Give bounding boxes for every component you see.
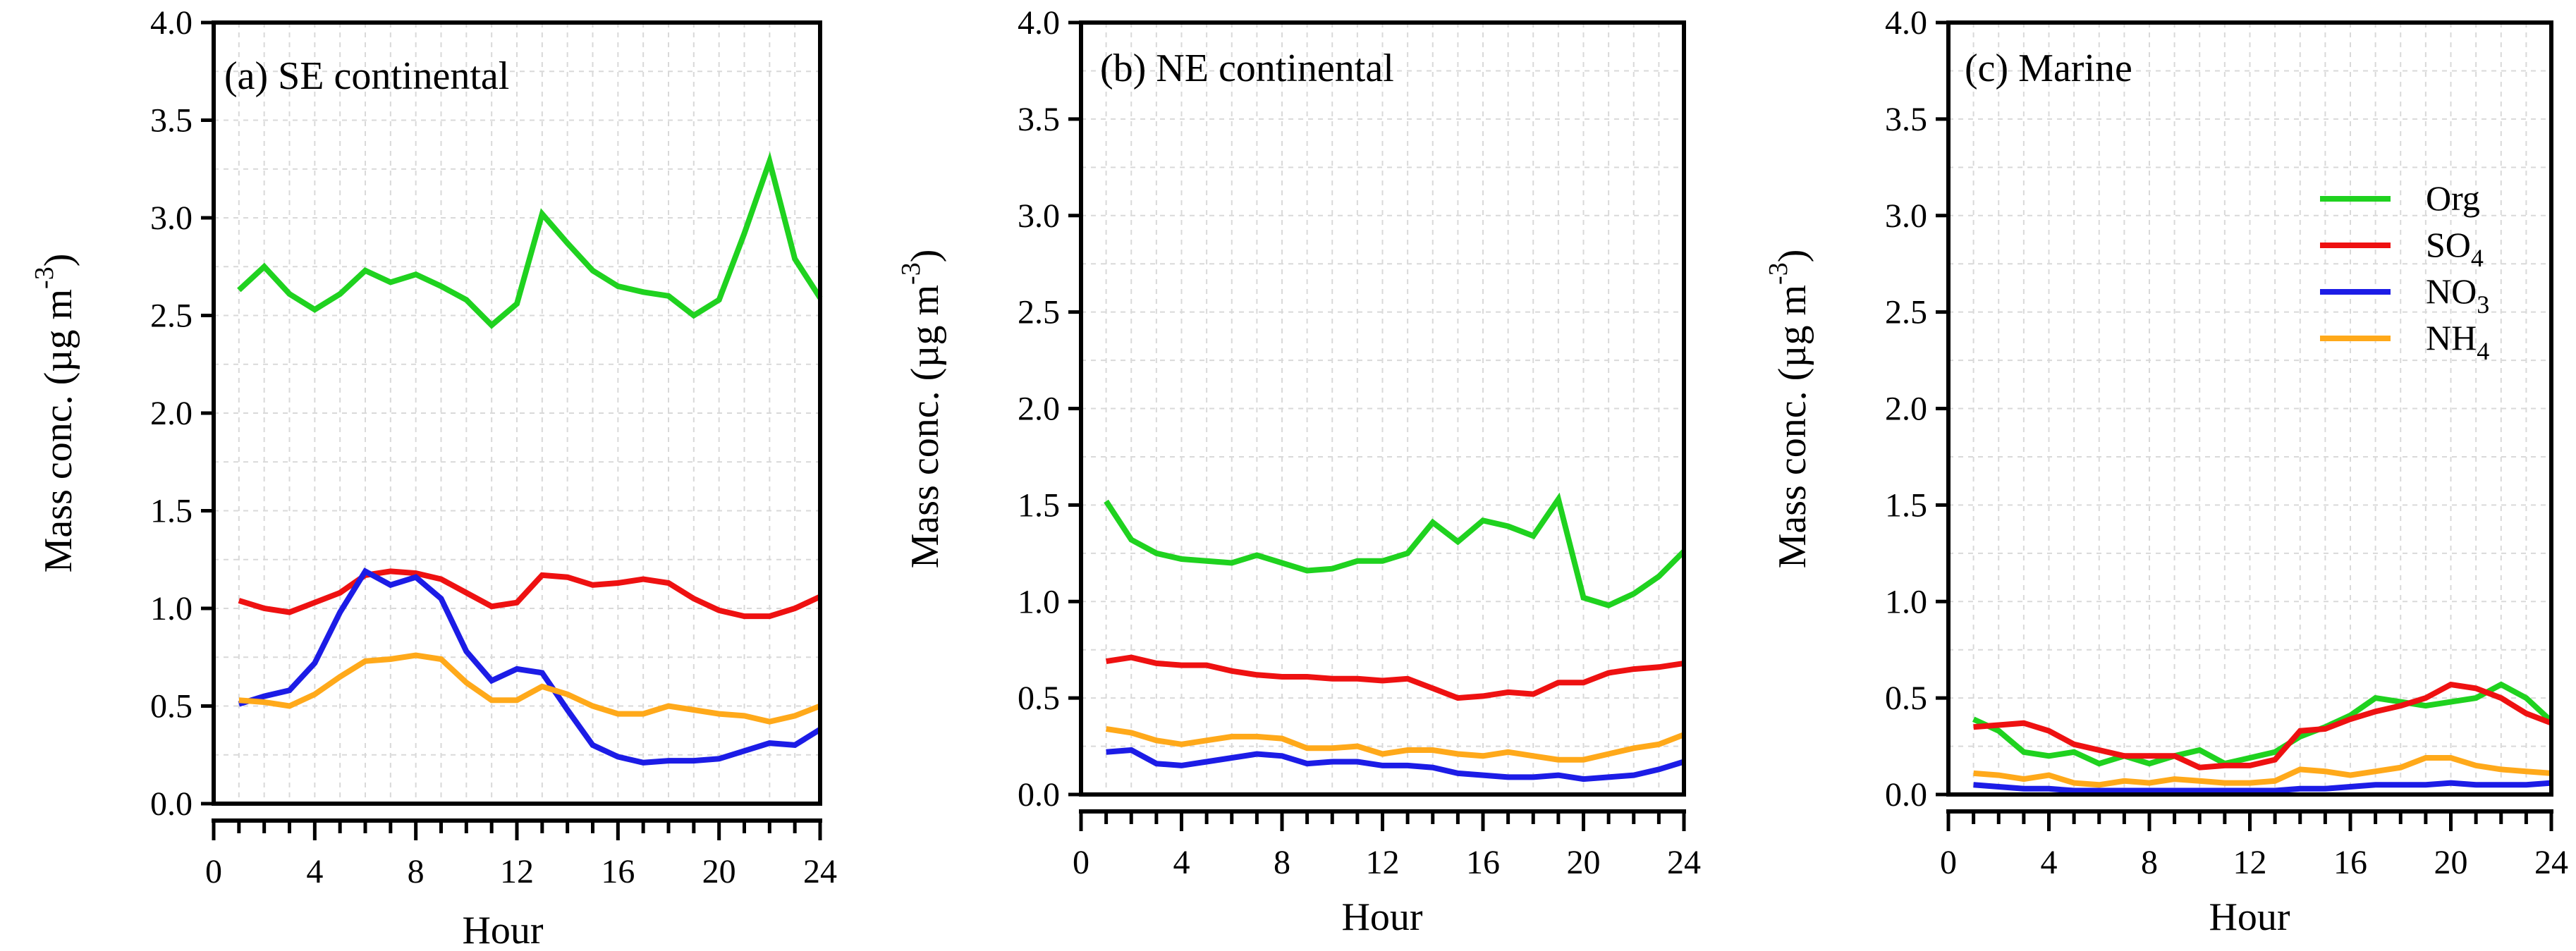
x-tick-label: 12 <box>2233 844 2267 881</box>
y-tick-label: 3.0 <box>150 200 193 237</box>
x-tick-label: 8 <box>1274 844 1290 881</box>
x-axis-title: Hour <box>1341 895 1422 939</box>
panel-lines <box>237 151 823 766</box>
x-tick-label: 0 <box>205 853 222 890</box>
legend-label-org: Org <box>2426 178 2480 218</box>
y-tick-label: 0.5 <box>1018 680 1060 717</box>
panel-axes: 0.0 0.5 1.0 1.5 2.0 2.5 3.0 3.5 4.0 0 4 8 12 16 20 24 <box>1018 4 1701 881</box>
y-tick-label: 2.5 <box>150 297 193 335</box>
y-axis-title-exponent: -3 <box>1764 262 1793 285</box>
legend-entry-nh4: NH4 <box>2320 318 2489 365</box>
y-tick-label: 2.0 <box>1885 391 1927 428</box>
x-tick-label: 16 <box>601 853 635 890</box>
legend-label-nh4: NH4 <box>2426 318 2489 365</box>
y-tick-label: 3.5 <box>150 102 193 140</box>
y-tick-label: 0.5 <box>1885 680 1927 717</box>
legend-label-no3: NO3 <box>2426 271 2489 319</box>
y-axis-title: Mass conc. (µg m-3) <box>896 250 947 569</box>
x-tick-label: 8 <box>408 853 425 890</box>
panel-title: (a) SE continental <box>224 54 509 98</box>
panel-a: 0.0 0.5 1.0 1.5 2.0 2.5 3.0 3.5 4.0 0 4 8 12 16 20 24 (… <box>30 4 837 951</box>
panel-lines <box>1972 681 2553 794</box>
x-tick-label: 24 <box>2534 844 2568 881</box>
y-tick-label: 0.0 <box>1018 776 1060 814</box>
y-tick-label: 3.0 <box>1018 197 1060 235</box>
panel-title: (b) NE continental <box>1100 47 1394 90</box>
x-tick-label: 8 <box>2141 844 2158 881</box>
panel-grid <box>1948 23 2551 794</box>
y-axis-title-close: ) <box>903 250 947 263</box>
y-tick-label: 4.0 <box>1885 4 1927 42</box>
panel-lines <box>1104 492 1686 783</box>
legend-label-so4: SO4 <box>2426 225 2484 272</box>
series-line-nh4 <box>238 652 822 725</box>
y-tick-label: 3.5 <box>1885 101 1927 138</box>
y-tick-label: 4.0 <box>1018 4 1060 42</box>
series-line-nh4 <box>1105 725 1685 763</box>
y-tick-label: 0.0 <box>150 785 193 823</box>
series-line-so4 <box>1973 681 2553 771</box>
y-tick-label: 1.0 <box>150 590 193 627</box>
x-tick-label: 0 <box>1940 844 1957 881</box>
y-tick-label: 2.5 <box>1885 294 1927 331</box>
y-axis-title-main: Mass conc. (µg m <box>1771 285 1814 568</box>
y-axis-title-main: Mass conc. (µg m <box>37 289 80 572</box>
x-tick-label: 20 <box>1567 844 1601 881</box>
legend: Org SO4 NO3 NH4 <box>2320 178 2489 365</box>
series-line-so4 <box>1105 654 1685 701</box>
x-tick-label: 20 <box>702 853 736 890</box>
panel-title: (c) Marine <box>1965 47 2132 90</box>
y-axis-title-close: ) <box>37 254 80 267</box>
y-axis-title-main: Mass conc. (µg m <box>903 285 947 568</box>
panel-axes: 0.0 0.5 1.0 1.5 2.0 2.5 3.0 3.5 4.0 0 4 8 12 16 20 24 <box>150 4 837 890</box>
legend-entry-so4: SO4 <box>2320 225 2484 272</box>
series-line-nh4 <box>1973 755 2552 788</box>
y-axis-title-close: ) <box>1771 250 1814 263</box>
y-tick-label: 3.5 <box>1018 101 1060 138</box>
panel-axes: 0.0 0.5 1.0 1.5 2.0 2.5 3.0 3.5 4.0 0 4 8 12 16 20 24 <box>1885 4 2568 881</box>
y-tick-label: 1.0 <box>1885 583 1927 620</box>
y-axis-title-exponent: -3 <box>30 266 59 289</box>
x-tick-label: 12 <box>500 853 534 890</box>
y-tick-label: 1.5 <box>150 493 193 530</box>
x-axis-title: Hour <box>2209 895 2290 939</box>
x-tick-label: 12 <box>1366 844 1400 881</box>
x-tick-label: 16 <box>1466 844 1500 881</box>
panel-c: 0.0 0.5 1.0 1.5 2.0 2.5 3.0 3.5 4.0 0 4 8 12 16 20 24 (… <box>1764 4 2568 939</box>
x-tick-label: 4 <box>2041 844 2058 881</box>
series-line-org <box>1104 492 1686 608</box>
x-tick-label: 4 <box>306 853 323 890</box>
x-tick-label: 24 <box>1667 844 1701 881</box>
legend-entry-no3: NO3 <box>2320 271 2489 319</box>
legend-entry-org: Org <box>2320 178 2480 218</box>
series-line-org <box>1972 681 2553 767</box>
y-tick-label: 0.0 <box>1885 776 1927 814</box>
x-tick-label: 20 <box>2434 844 2468 881</box>
y-tick-label: 2.0 <box>150 395 193 432</box>
y-tick-label: 1.5 <box>1018 486 1060 524</box>
series-line-no3 <box>1973 780 2552 794</box>
series-line-org <box>237 151 823 329</box>
y-tick-label: 2.5 <box>1018 294 1060 331</box>
series-line-no3 <box>238 567 822 766</box>
panel-b: 0.0 0.5 1.0 1.5 2.0 2.5 3.0 3.5 4.0 0 4 8 12 16 20 24 (… <box>896 4 1701 939</box>
y-axis-title: Mass conc. (µg m-3) <box>30 254 80 573</box>
x-axis-title: Hour <box>462 909 543 951</box>
y-axis-title: Mass conc. (µg m-3) <box>1764 250 1814 569</box>
y-tick-label: 4.0 <box>150 4 193 42</box>
y-tick-label: 1.5 <box>1885 486 1927 524</box>
series-line-no3 <box>1106 747 1685 783</box>
y-tick-label: 0.5 <box>150 688 193 725</box>
y-axis-title-exponent: -3 <box>896 262 926 285</box>
x-tick-label: 16 <box>2333 844 2367 881</box>
x-tick-label: 0 <box>1073 844 1089 881</box>
y-tick-label: 1.0 <box>1018 583 1060 620</box>
series-line-so4 <box>238 568 822 620</box>
x-tick-label: 4 <box>1173 844 1190 881</box>
x-tick-label: 24 <box>803 853 837 890</box>
y-tick-label: 2.0 <box>1018 391 1060 428</box>
y-tick-label: 3.0 <box>1885 197 1927 235</box>
